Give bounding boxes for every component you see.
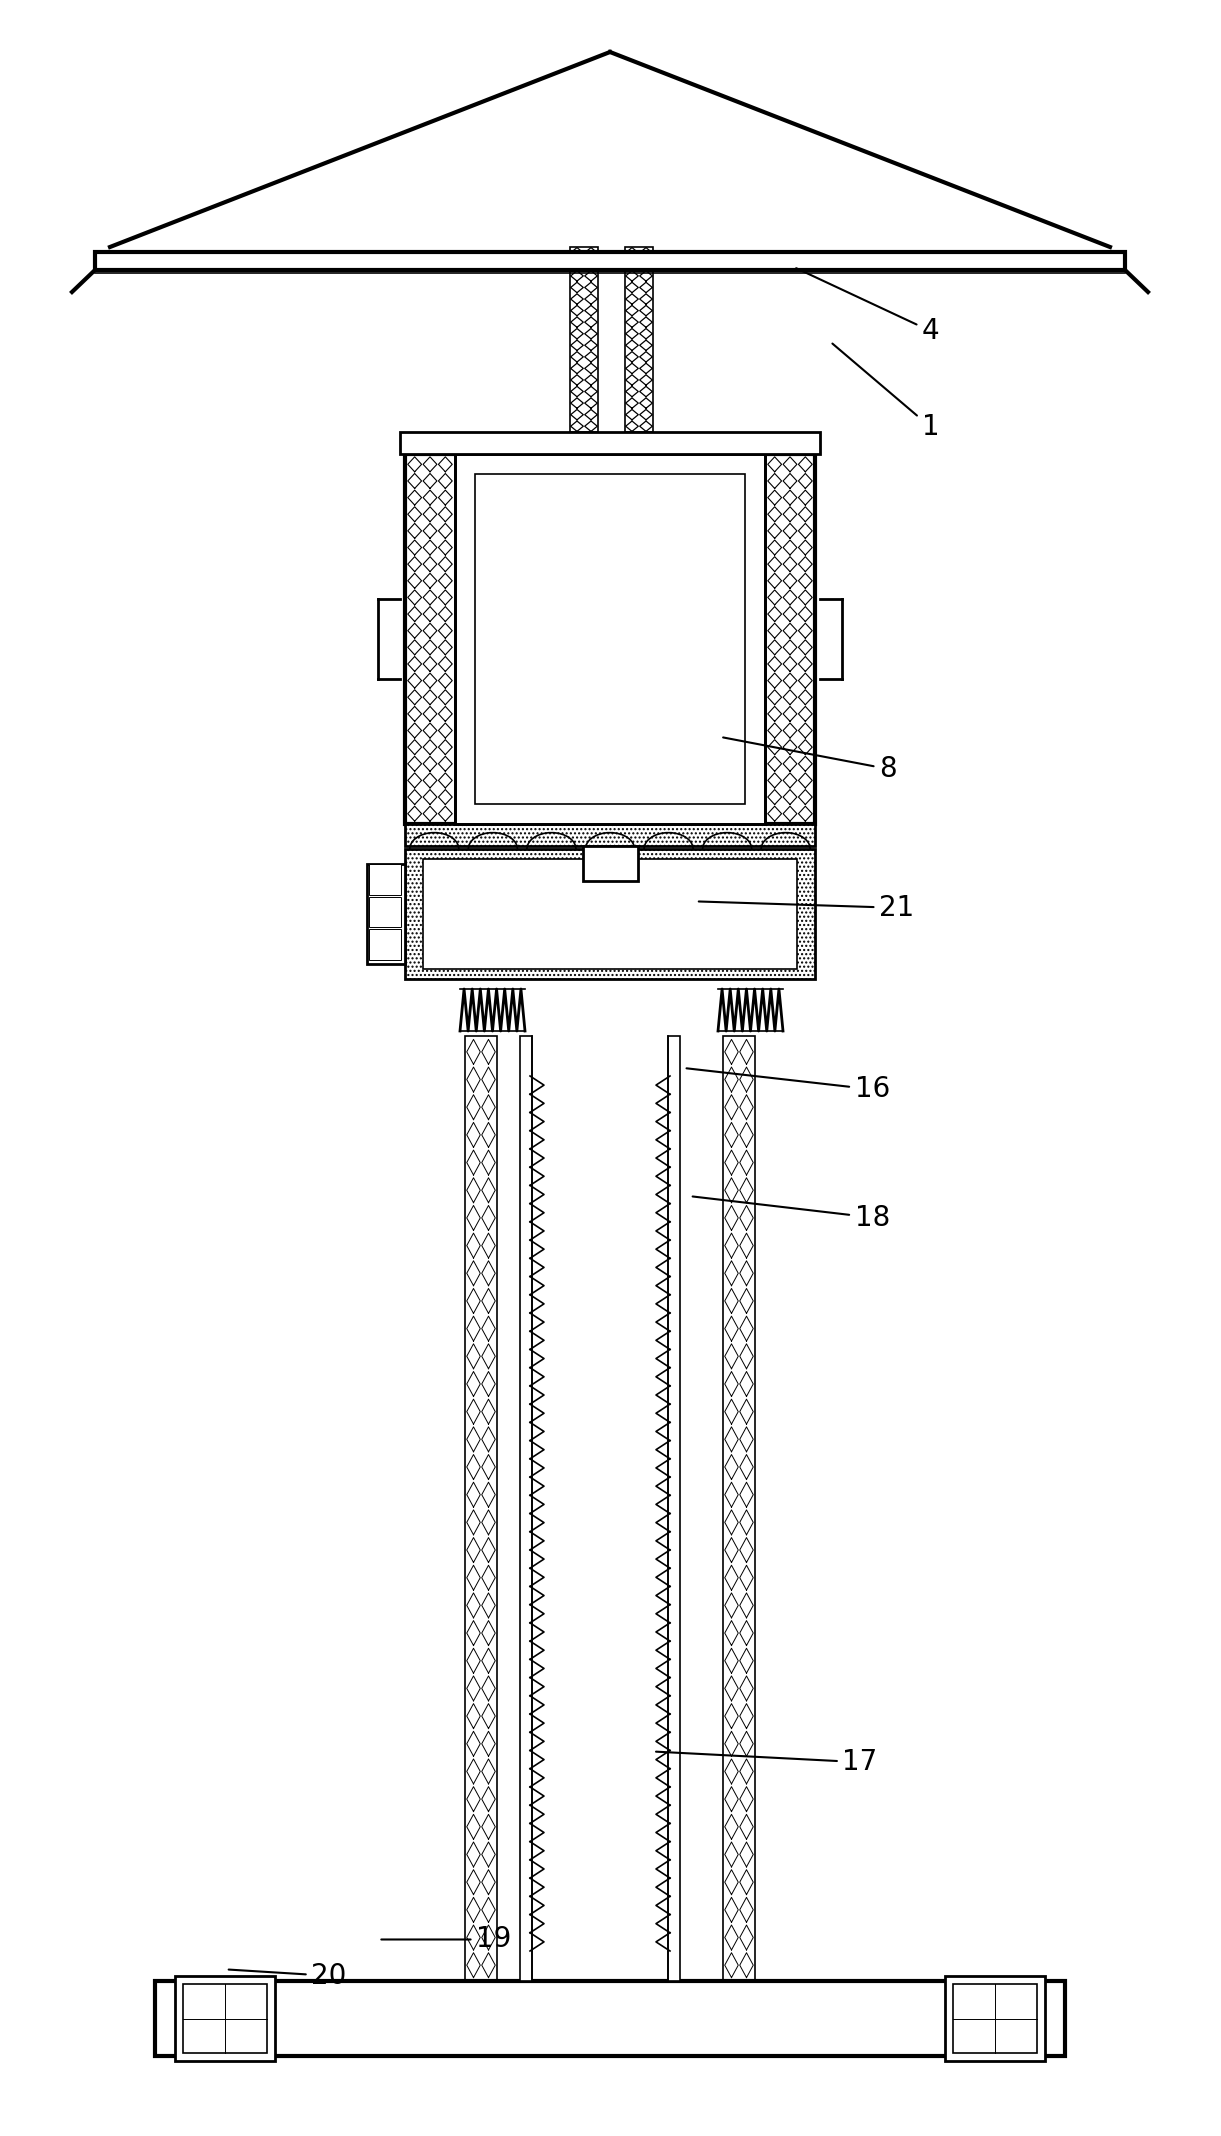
Bar: [369, 929, 400, 959]
Text: 18: 18: [692, 1196, 890, 1232]
Bar: [368, 863, 405, 963]
Bar: [625, 248, 653, 431]
Bar: [945, 1976, 1045, 2061]
Bar: [520, 1036, 532, 1980]
Bar: [95, 252, 1125, 269]
Text: 4: 4: [796, 269, 939, 346]
Bar: [400, 431, 821, 455]
Text: 20: 20: [228, 1961, 347, 1991]
Text: 8: 8: [723, 737, 896, 784]
Bar: [582, 846, 637, 880]
Text: 17: 17: [656, 1747, 878, 1777]
Bar: [155, 1980, 1065, 2057]
Bar: [723, 1036, 755, 1980]
Bar: [175, 1976, 275, 2061]
Bar: [455, 455, 766, 824]
Bar: [465, 1036, 497, 1980]
Bar: [455, 455, 766, 824]
Bar: [369, 897, 400, 927]
Bar: [405, 848, 814, 978]
Bar: [570, 248, 598, 431]
Text: 21: 21: [698, 893, 915, 923]
Bar: [668, 1036, 680, 1980]
Bar: [532, 1036, 668, 1980]
Bar: [422, 859, 797, 970]
Bar: [183, 1984, 267, 2053]
Bar: [405, 455, 814, 824]
Bar: [405, 455, 455, 824]
Text: 19: 19: [381, 1925, 512, 1954]
Bar: [369, 863, 400, 895]
Bar: [405, 824, 814, 846]
Bar: [954, 1984, 1037, 2053]
Bar: [475, 474, 745, 803]
Text: 16: 16: [686, 1068, 890, 1104]
Bar: [766, 455, 814, 824]
Text: 1: 1: [833, 344, 939, 442]
